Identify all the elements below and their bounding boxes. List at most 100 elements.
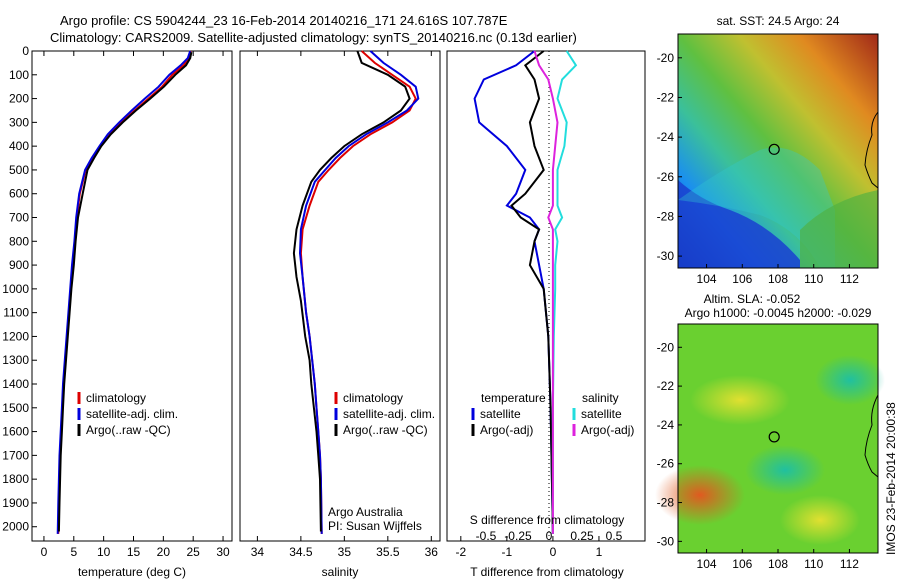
sla-map-title: Altim. SLA: -0.052	[704, 292, 801, 306]
salinity-panel: 34 34.5 35 35.5 36 salinity climatology satel…	[239, 50, 441, 579]
temperature-ytick-label: 1100	[3, 306, 29, 320]
salinity-xtick-label: 34	[251, 545, 265, 559]
temperature-ytick-label: 1400	[2, 377, 29, 391]
sla-map-xtick-label: 104	[697, 557, 717, 571]
temperature-xtick-label: 20	[157, 545, 171, 559]
temperature-ytick-label: 100	[9, 68, 29, 82]
temperature-ytick-label: 900	[9, 258, 29, 272]
sst-map-ytick-label: -22	[657, 90, 675, 104]
difference-xtick-label: 0	[550, 545, 557, 559]
timestamp: IMOS 23-Feb-2014 20:00:38	[884, 402, 898, 555]
temperature-ytick-label: 1200	[2, 329, 29, 343]
sst-map-ytick-label: -26	[657, 170, 675, 184]
difference-lines	[473, 50, 578, 534]
sla-map-ytick-label: -24	[657, 418, 675, 432]
sst-map-panel: sat. SST: 24.5 Argo: 24 104 106 108 110 112 …	[657, 14, 879, 286]
difference-x2tick-label: -0.25	[504, 529, 532, 543]
difference-series-2	[551, 50, 578, 534]
sla-map-ytick-label: -20	[657, 340, 675, 354]
temperature-ytick-label: 1700	[2, 448, 29, 462]
temperature-xtick-label: 0	[41, 545, 48, 559]
sst-map-ytick-label: -30	[657, 249, 675, 263]
sst-map-xtick-label: 104	[697, 272, 717, 286]
sst-map-field	[678, 34, 878, 268]
sla-map-xticks: 104 106 108 110 112	[697, 549, 859, 571]
difference-xlabel: T difference from climatology	[470, 565, 624, 579]
temperature-ytick-label: 1500	[2, 401, 29, 415]
salinity-xlabel: salinity	[322, 565, 359, 579]
sla-map-xtick-label: 110	[804, 557, 823, 571]
sla-map-argo-marker	[768, 431, 780, 443]
temperature-legend-label: satellite-adj. clim.	[86, 407, 178, 421]
sst-map-ytick-label: -24	[657, 130, 675, 144]
sla-map-ytick-label: -28	[657, 496, 675, 510]
difference-legend-label: satellite	[480, 407, 521, 421]
temperature-ytick-label: 2000	[2, 520, 29, 534]
salinity-legend-label: climatology	[343, 391, 403, 405]
difference-series-0	[473, 50, 554, 534]
temperature-ytick-label: 1300	[2, 353, 29, 367]
sla-map-ytick-label: -22	[657, 379, 675, 393]
salinity-xtick-label: 35	[338, 545, 352, 559]
sst-map-marker	[768, 143, 780, 155]
difference-xticks: -2 -1 0 1	[455, 536, 603, 559]
salinity-series-1	[298, 50, 420, 534]
sst-map-xtick-label: 112	[840, 272, 859, 286]
temperature-xtick-label: 15	[127, 545, 141, 559]
sst-map-title: sat. SST: 24.5 Argo: 24	[717, 14, 840, 28]
temperature-lines	[56, 50, 193, 534]
temperature-panel: 0 5 10 15 20 25 30 0 100 200 300 400 500 600 700 800 90…	[2, 44, 233, 579]
salinity-annotation-2: PI: Susan Wijffels	[328, 519, 422, 533]
salinity-legend-label: satellite-adj. clim.	[343, 407, 435, 421]
temperature-ytick-label: 600	[9, 187, 29, 201]
sla-map-xtick-label: 108	[768, 557, 788, 571]
salinity-annotation-1: Argo Australia	[328, 505, 403, 519]
difference-x2tick-label: 0.5	[606, 529, 623, 543]
sla-map-xtick-label: 106	[732, 557, 752, 571]
header-line-2: Climatology: CARS2009. Satellite-adjuste…	[50, 30, 577, 45]
sst-map-ytick-label: -28	[657, 209, 675, 223]
difference-x2ticks: -0.5 -0.25 0 0.25 0.5	[476, 529, 623, 543]
difference-legend-label: satellite	[581, 407, 622, 421]
temperature-xlabel: temperature (deg C)	[78, 565, 186, 579]
salinity-xticks: 34 34.5 35 35.5 36	[251, 51, 438, 559]
difference-xtick-label: 1	[596, 545, 603, 559]
difference-legend-title-temperature: temperature	[481, 391, 546, 405]
difference-legend-title-salinity: salinity	[582, 391, 619, 405]
sla-map-field	[655, 324, 885, 553]
difference-xtick-label: -2	[455, 545, 466, 559]
temperature-ytick-label: 400	[9, 139, 29, 153]
temperature-ytick-label: 1900	[2, 496, 29, 510]
salinity-legend: climatology satellite-adj. clim. Argo(..ra…	[334, 391, 435, 437]
sst-map-argo-marker	[768, 143, 780, 155]
difference-xtick-label: -1	[502, 545, 513, 559]
header-line-1: Argo profile: CS 5904244_23 16-Feb-2014 …	[60, 13, 508, 28]
temperature-ytick-label: 200	[9, 92, 29, 106]
temperature-ytick-label: 500	[9, 163, 29, 177]
salinity-xtick-label: 34.5	[289, 545, 313, 559]
sla-map-subtitle: Argo h1000: -0.0045 h2000: -0.029	[685, 306, 872, 320]
difference-legend-label: Argo(-adj)	[480, 423, 533, 437]
sst-map-yticks: -20 -22 -24 -26 -28 -30	[657, 51, 682, 263]
temperature-xtick-label: 30	[216, 545, 230, 559]
salinity-series-2	[292, 50, 411, 532]
temperature-ytick-label: 300	[9, 115, 29, 129]
difference-x2tick-label: -0.5	[476, 529, 497, 543]
temperature-xticks: 0 5 10 15 20 25 30	[41, 51, 230, 559]
salinity-xtick-label: 35.5	[376, 545, 400, 559]
sla-map-xtick-label: 112	[840, 557, 859, 571]
sla-map-marker	[768, 431, 780, 443]
temperature-series-1	[56, 50, 192, 534]
temperature-xtick-label: 25	[187, 545, 201, 559]
difference-series-1	[510, 50, 554, 534]
temperature-ytick-label: 800	[9, 234, 29, 248]
difference-series-3	[533, 50, 559, 534]
sst-map-xtick-label: 108	[768, 272, 788, 286]
temperature-series-2	[57, 52, 193, 532]
temperature-ytick-label: 1000	[2, 282, 29, 296]
salinity-lines	[292, 50, 420, 534]
temperature-ytick-label: 0	[22, 44, 29, 58]
sla-map-ytick-label: -30	[657, 534, 675, 548]
salinity-legend-label: Argo(..raw -QC)	[343, 423, 428, 437]
